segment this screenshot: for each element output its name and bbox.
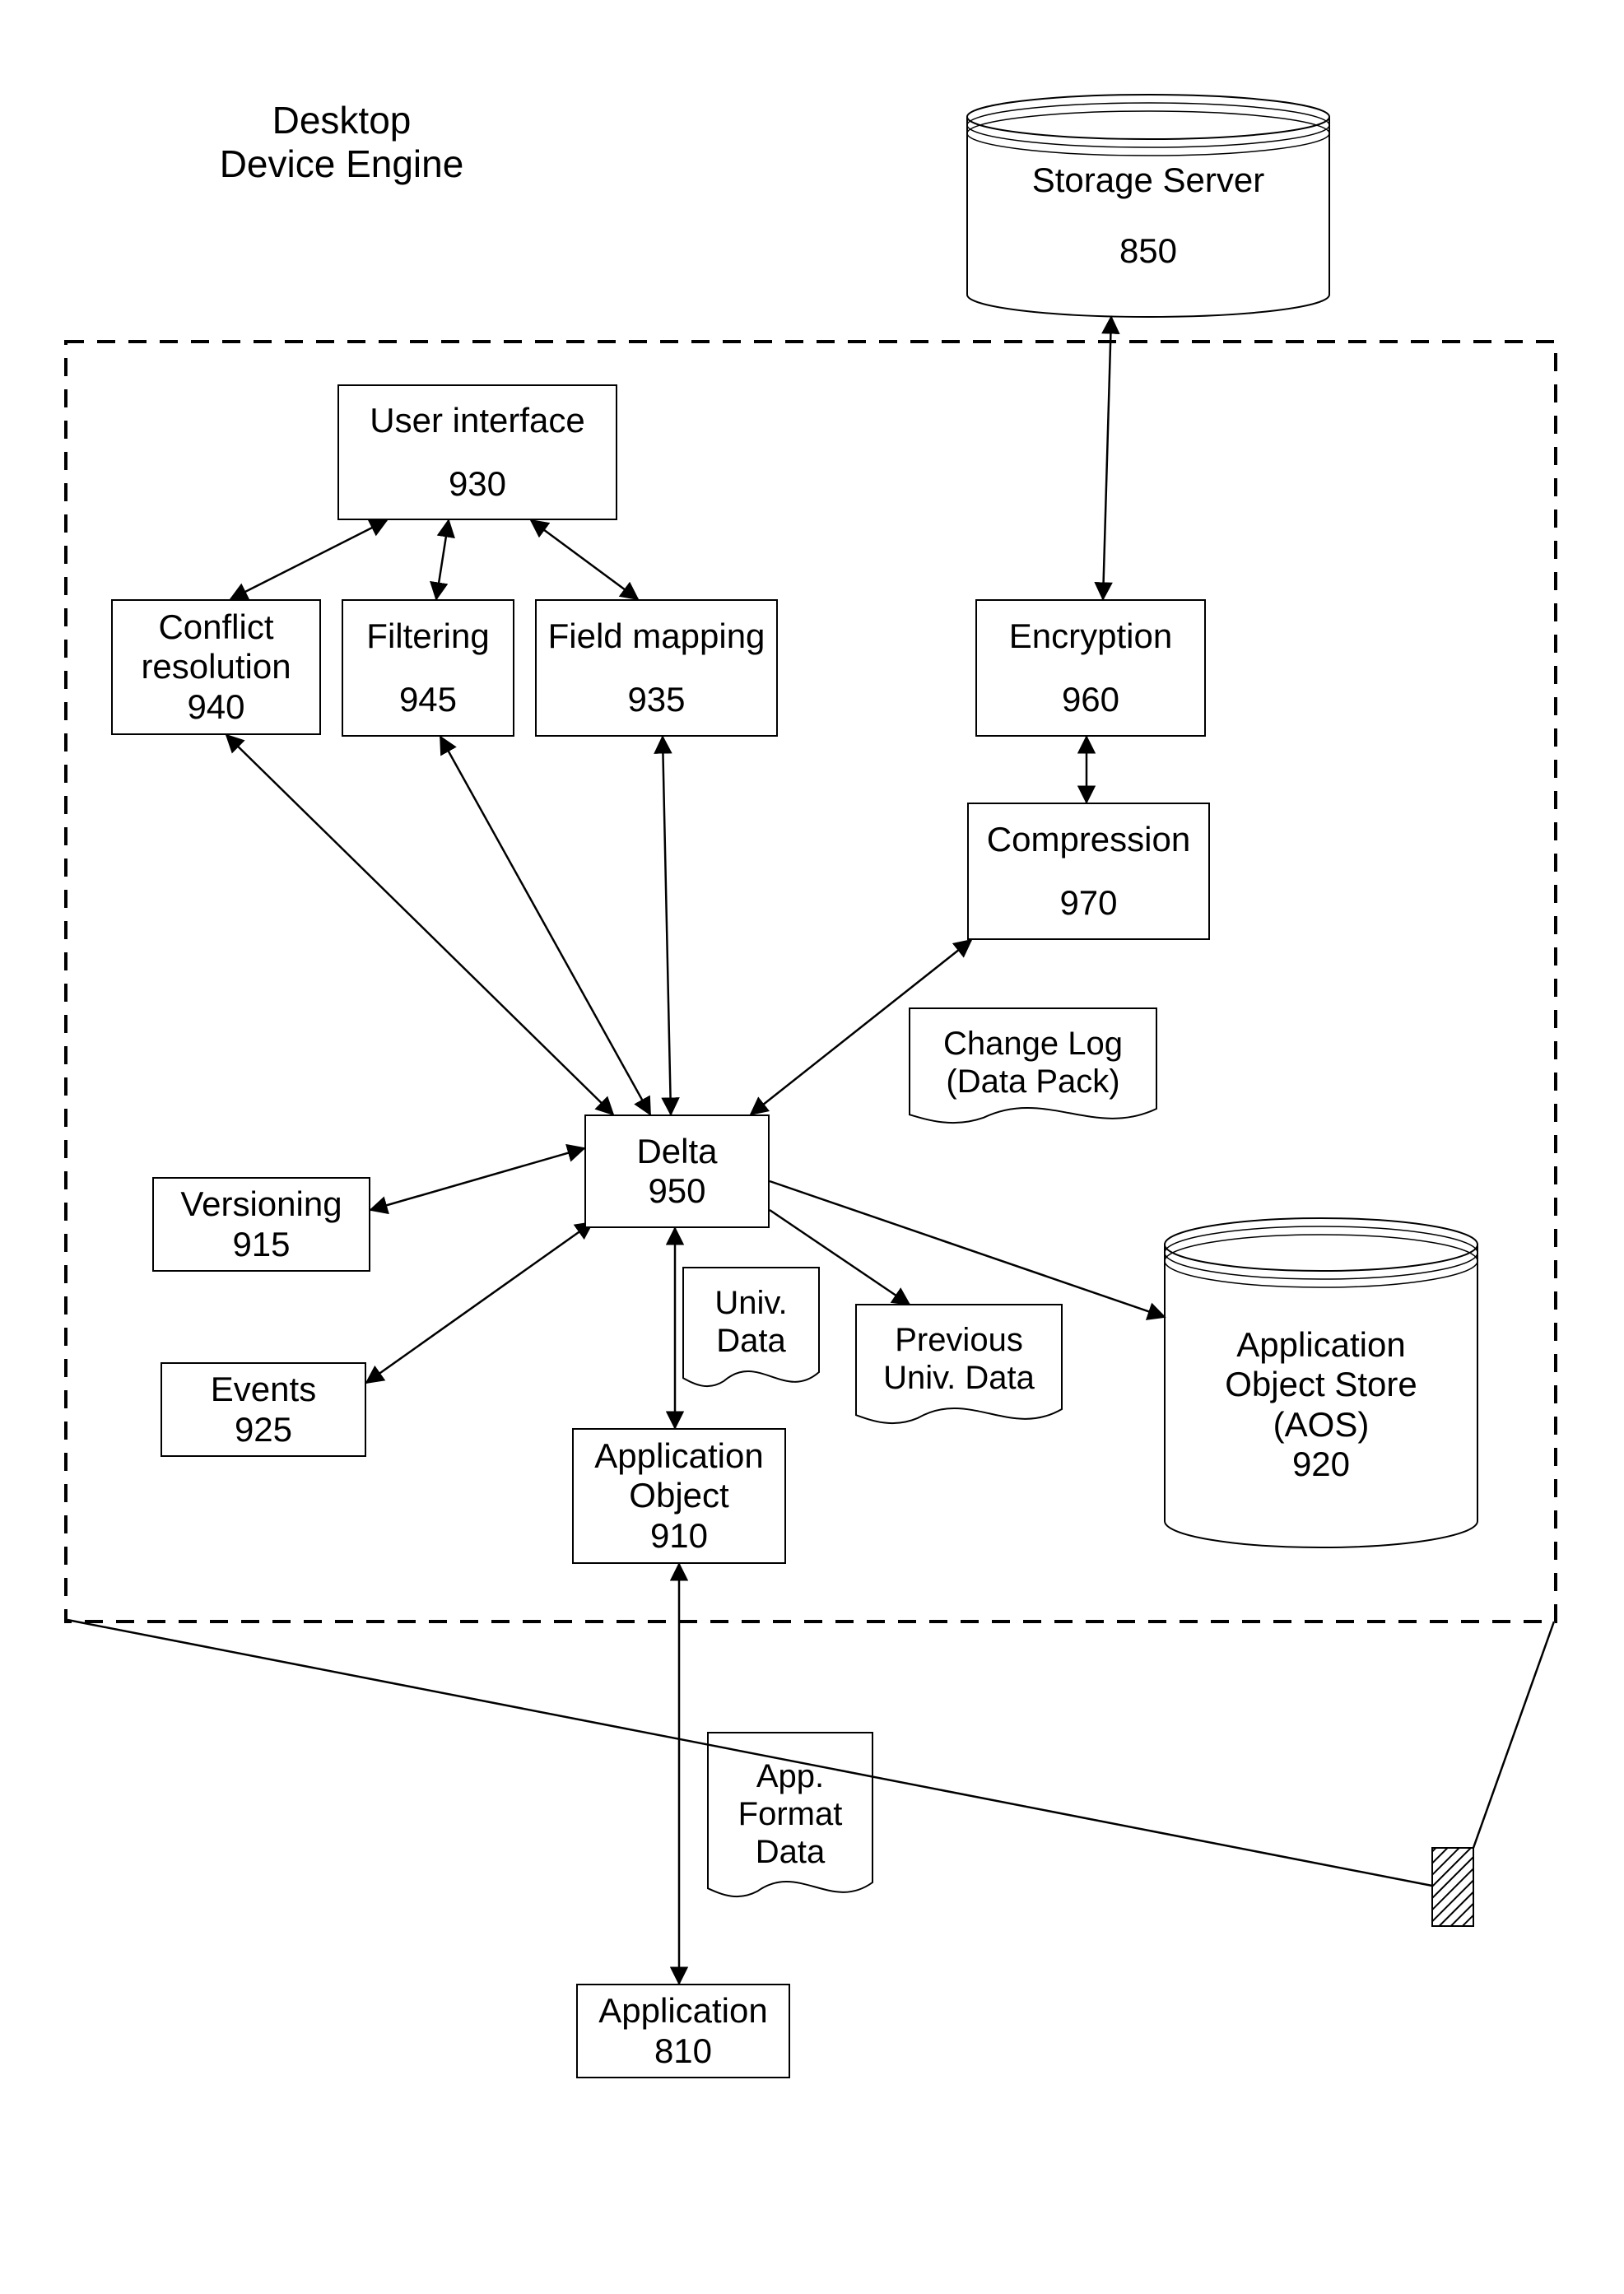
edge-ui-filtering [436,520,449,599]
versioning-label: Versioning [180,1184,342,1224]
prev-univ-line1: Previous [895,1322,1023,1358]
events-num: 925 [235,1410,292,1449]
encryption-label: Encryption [1009,617,1172,656]
node-field-mapping: Field mapping 935 [535,599,778,737]
conflict-num: 940 [187,687,244,727]
node-application: Application 810 [576,1984,790,2078]
field-mapping-num: 935 [627,680,685,719]
storage-server-label: Storage Server [1032,161,1264,199]
diagram-title: Desktop Device Engine [177,99,506,186]
appformat-line3: Data [756,1834,826,1870]
edge-conflict-delta [226,735,613,1114]
compression-num: 970 [1059,883,1117,923]
field-mapping-label: Field mapping [548,617,765,656]
diagram-svg [0,0,1624,2294]
node-aos: Application Object Store (AOS) 920 [1165,1325,1477,1484]
node-change-log: Change Log (Data Pack) [910,1025,1156,1100]
edge-ui-fieldmap [531,520,638,599]
edge-fieldmap-delta [663,737,671,1114]
delta-label: Delta [636,1132,717,1171]
edge-versioning-delta [370,1148,584,1210]
node-storage-server: Storage Server 850 [967,161,1329,272]
user-interface-num: 930 [449,464,506,504]
node-application-object: Application Object 910 [572,1428,786,1564]
change-log-line2: (Data Pack) [946,1063,1119,1100]
storage-server-num: 850 [1119,231,1177,270]
conflict-label2: resolution [141,647,291,686]
node-conflict-resolution: Conflict resolution 940 [111,599,321,735]
node-delta: Delta 950 [584,1114,770,1228]
node-encryption: Encryption 960 [975,599,1206,737]
compression-label: Compression [987,820,1190,859]
node-app-format-data: App. Format Data [708,1757,872,1871]
appobj-line1: Application [594,1436,763,1476]
aos-line2: Object Store [1225,1365,1417,1403]
diagram-title-line1: Desktop [272,99,412,142]
events-label: Events [211,1370,316,1409]
appobj-line2: Object [629,1476,728,1515]
edge-storage-encryption [1103,317,1111,599]
prev-univ-line2: Univ. Data [883,1360,1035,1396]
node-prev-univ-data: Previous Univ. Data [856,1321,1062,1397]
change-log-line1: Change Log [943,1026,1123,1062]
edge-dashed-to-hatched-right [1473,1622,1554,1848]
node-events: Events 925 [161,1362,366,1457]
application-num: 810 [654,2031,712,2071]
node-compression: Compression 970 [967,803,1210,940]
node-user-interface: User interface 930 [337,384,617,520]
filtering-label: Filtering [366,617,489,656]
appformat-line2: Format [738,1796,843,1832]
appformat-line1: App. [756,1758,824,1794]
diagram-title-line2: Device Engine [220,142,464,185]
conflict-label1: Conflict [158,607,273,647]
edge-events-delta [366,1222,593,1383]
aos-line3: (AOS) [1273,1405,1370,1444]
aos-num: 920 [1292,1445,1350,1483]
node-filtering: Filtering 945 [342,599,514,737]
node-versioning: Versioning 915 [152,1177,370,1272]
node-univ-data: Univ. Data [683,1284,819,1360]
edge-filtering-delta [440,737,650,1114]
versioning-num: 915 [232,1225,290,1264]
encryption-num: 960 [1062,680,1119,719]
filtering-num: 945 [399,680,457,719]
univ-data-line1: Univ. [714,1285,787,1321]
aos-line1: Application [1236,1325,1405,1364]
edge-ui-conflict [230,520,387,599]
user-interface-label: User interface [370,401,584,440]
appobj-num: 910 [650,1516,708,1556]
univ-data-line2: Data [716,1323,786,1359]
delta-num: 950 [648,1171,705,1211]
application-label: Application [598,1991,767,2031]
